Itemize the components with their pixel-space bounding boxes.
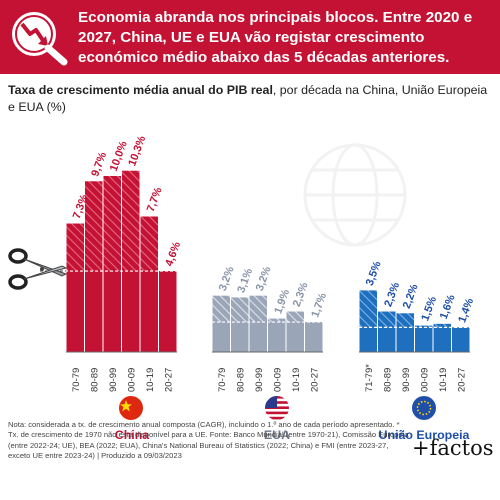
bar-eu-4 xyxy=(433,327,451,352)
category-label-china-3: 00-09 xyxy=(126,368,137,392)
bar-china-2 xyxy=(103,271,121,352)
category-label-eua-1: 80-89 xyxy=(235,368,246,392)
eu-flag-icon xyxy=(412,396,436,420)
category-label-eu-0: 71-79* xyxy=(364,364,375,392)
bar-eua-0 xyxy=(212,322,230,352)
category-label-eu-3: 00-09 xyxy=(419,368,430,392)
category-label-china-5: 20-27 xyxy=(163,368,174,392)
bar-eu-5 xyxy=(452,327,470,352)
bar-eua-5 xyxy=(305,322,323,352)
bar-china-0 xyxy=(66,271,84,352)
bar-excess-eu-1 xyxy=(378,311,396,328)
scissors-icon xyxy=(8,248,68,290)
category-label-eu-2: 90-99 xyxy=(401,368,412,392)
value-label-china-4: 7,7% xyxy=(145,186,165,214)
bar-excess-eu-4 xyxy=(433,323,451,328)
value-label-eu-2: 2,2% xyxy=(401,282,421,310)
category-label-eu-4: 10-19 xyxy=(438,368,449,392)
category-label-eua-2: 90-99 xyxy=(254,368,265,392)
value-label-china-5: 4,6% xyxy=(163,240,183,268)
bar-excess-china-1 xyxy=(85,181,103,272)
category-label-china-1: 80-89 xyxy=(89,368,100,392)
bar-eu-2 xyxy=(396,327,414,352)
category-label-eua-5: 20-27 xyxy=(309,368,320,392)
bar-china-3 xyxy=(122,271,140,352)
value-label-china-3: 10,3% xyxy=(126,134,148,168)
category-label-eu-5: 20-27 xyxy=(456,368,467,392)
subtitle-bold: Taxa de crescimento média anual do PIB r… xyxy=(8,83,273,97)
bar-excess-eua-1 xyxy=(231,297,249,323)
value-label-eua-2: 3,2% xyxy=(254,265,274,293)
value-label-eua-3: 1,9% xyxy=(272,288,292,316)
category-label-china-2: 90-99 xyxy=(108,368,119,392)
bar-excess-china-3 xyxy=(122,170,140,272)
category-label-eua-3: 00-09 xyxy=(272,368,283,392)
bar-eua-2 xyxy=(249,322,267,352)
globe-icon xyxy=(303,143,407,247)
bar-excess-china-2 xyxy=(103,176,121,272)
value-label-eu-1: 2,3% xyxy=(382,281,402,309)
value-label-china-2: 10,0% xyxy=(108,139,130,173)
bar-eua-1 xyxy=(231,322,249,352)
category-label-eua-4: 10-19 xyxy=(291,368,302,392)
subtitle-rest: , por década na China, União Europeia e … xyxy=(8,83,488,114)
headline: Economia abranda nos principais blocos. … xyxy=(78,9,473,66)
value-label-eua-5: 1,7% xyxy=(309,291,329,319)
bar-china-5 xyxy=(159,271,177,352)
bar-excess-eu-3 xyxy=(415,325,433,328)
value-label-eu-3: 1,5% xyxy=(419,295,439,323)
bar-excess-eua-2 xyxy=(249,295,267,323)
footnote: Nota: considerada a tx. de crescimento a… xyxy=(8,420,409,461)
value-label-eua-1: 3,1% xyxy=(235,267,255,295)
group-label-eua: EUA xyxy=(263,428,291,442)
bar-eu-3 xyxy=(415,327,433,352)
category-label-china-0: 70-79 xyxy=(71,368,82,392)
bar-excess-eu-0 xyxy=(359,290,377,328)
category-label-china-4: 10-19 xyxy=(145,368,156,392)
category-label-eu-1: 80-89 xyxy=(382,368,393,392)
brand-logo: +factos xyxy=(412,436,494,460)
bar-excess-china-0 xyxy=(66,223,84,272)
value-label-eu-4: 1,6% xyxy=(438,293,458,321)
group-label-china: China xyxy=(114,428,150,442)
bars-layer: 7,3%70-799,7%80-8910,0%90-9910,3%00-097,… xyxy=(40,134,476,392)
value-label-eu-5: 1,4% xyxy=(456,297,476,325)
bar-eua-4 xyxy=(286,322,304,352)
chart-subtitle: Taxa de crescimento média anual do PIB r… xyxy=(8,82,492,116)
value-label-eu-0: 3,5% xyxy=(364,260,384,288)
bar-excess-eu-2 xyxy=(396,313,414,328)
china-flag-icon xyxy=(119,396,143,420)
category-label-eua-0: 70-79 xyxy=(217,368,228,392)
value-label-china-1: 9,7% xyxy=(89,150,109,178)
bar-excess-eua-3 xyxy=(268,318,286,323)
bar-china-4 xyxy=(140,271,158,352)
usa-flag-icon xyxy=(265,396,289,420)
bar-eu-1 xyxy=(378,327,396,352)
bar-eua-3 xyxy=(268,322,286,352)
bar-china-1 xyxy=(85,271,103,352)
bar-excess-china-4 xyxy=(140,216,158,272)
value-label-eua-4: 2,3% xyxy=(291,281,311,309)
bar-excess-eua-0 xyxy=(212,295,230,323)
group-label-eu: União Europeia xyxy=(378,428,470,442)
header-banner: Economia abranda nos principais blocos. … xyxy=(0,0,500,74)
trend-down-magnifier-icon xyxy=(8,8,74,73)
bar-eu-0 xyxy=(359,327,377,352)
value-label-eua-0: 3,2% xyxy=(217,265,237,293)
bar-excess-eua-4 xyxy=(286,311,304,323)
